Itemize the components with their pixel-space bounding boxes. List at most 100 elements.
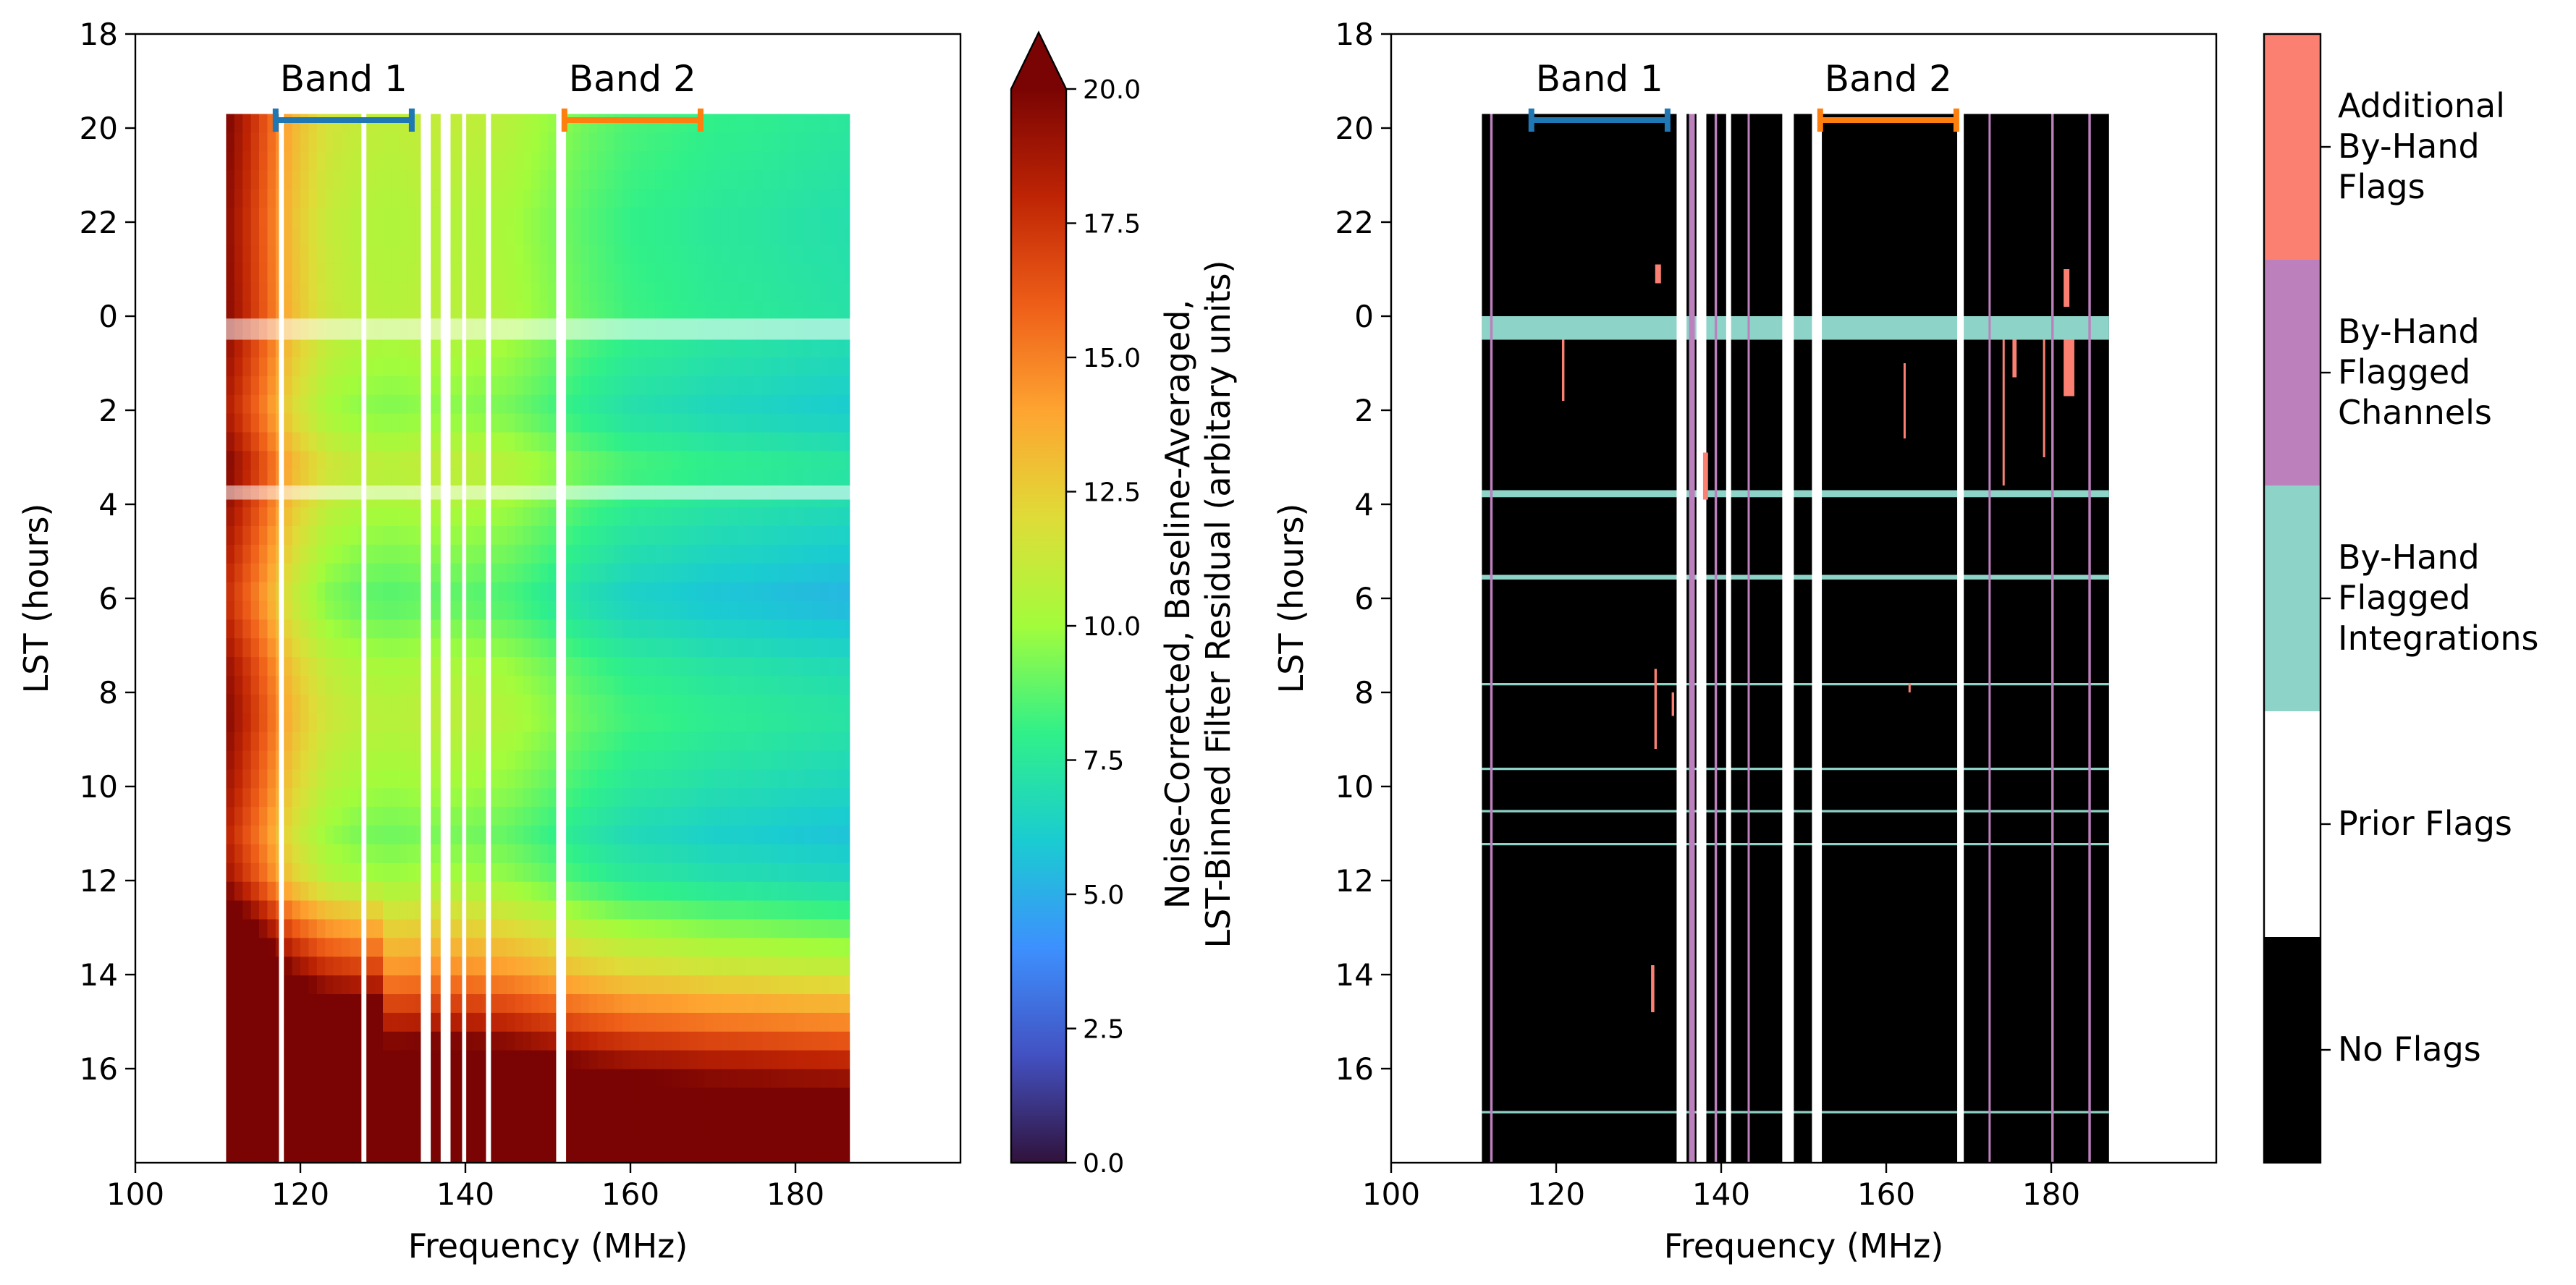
x-tick-label: 140: [1692, 1176, 1750, 1212]
heatmap-cell: [597, 601, 607, 620]
heatmap-cell: [523, 451, 532, 470]
heatmap-cell: [292, 694, 301, 714]
heatmap-cell: [242, 750, 252, 771]
heatmap-cell: [531, 132, 541, 152]
hand-flagged-integration: [1482, 768, 2109, 771]
heatmap-cell: [284, 132, 293, 152]
heatmap-cell: [762, 263, 772, 284]
heatmap-cell: [267, 413, 276, 433]
heatmap-cell: [663, 807, 672, 826]
heatmap-cell: [696, 432, 706, 452]
heatmap-cell: [573, 900, 582, 920]
heatmap-cell: [580, 245, 590, 265]
heatmap-cell: [234, 132, 243, 152]
heatmap-cell: [614, 694, 623, 714]
heatmap-cell: [523, 563, 532, 583]
heatmap-cell: [242, 357, 252, 377]
heatmap-cell: [638, 713, 648, 733]
heatmap-cell: [383, 994, 392, 1014]
heatmap-cell: [729, 619, 738, 639]
heatmap-cell: [746, 563, 755, 583]
hand-flagged-channel: [1988, 114, 1991, 1163]
heatmap-cell: [704, 451, 714, 470]
heatmap-cell: [473, 844, 483, 864]
heatmap-cell: [350, 394, 359, 415]
heatmap-cell: [770, 544, 780, 564]
heatmap-cell: [490, 413, 499, 433]
heatmap-cell: [308, 1069, 318, 1089]
heatmap-cell: [704, 919, 714, 938]
heatmap-cell: [597, 1069, 607, 1089]
heatmap-cell: [704, 601, 714, 620]
heatmap-cell: [646, 713, 656, 733]
heatmap-cell: [292, 1087, 301, 1107]
heatmap-cell: [762, 1012, 772, 1032]
heatmap-cell: [738, 282, 747, 302]
heatmap-cell: [539, 226, 549, 246]
heatmap-cell: [746, 676, 755, 695]
heatmap-cell: [374, 1031, 384, 1051]
heatmap-cell: [837, 601, 845, 620]
heatmap-cell: [473, 339, 483, 358]
heatmap-cell: [498, 713, 507, 733]
heatmap-cell: [333, 713, 342, 733]
heatmap-cell: [696, 282, 706, 302]
heatmap-cell: [573, 151, 582, 171]
heatmap-cell: [803, 1125, 813, 1145]
heatmap-cell: [242, 769, 252, 789]
heatmap-cell: [284, 114, 293, 133]
heatmap-cell: [539, 394, 549, 415]
heatmap-cell: [366, 807, 376, 826]
heatmap-cell: [548, 731, 557, 752]
heatmap-cell: [350, 900, 359, 920]
heatmap-cell: [672, 807, 680, 826]
heatmap-cell: [680, 432, 689, 452]
heatmap-cell: [597, 282, 607, 302]
heatmap-cell: [704, 957, 714, 976]
heatmap-cell: [366, 151, 376, 171]
heatmap-cell: [787, 357, 796, 377]
heatmap-cell: [638, 881, 648, 902]
heatmap-cell: [820, 713, 829, 733]
heatmap-cell: [680, 114, 689, 133]
heatmap-cell: [242, 413, 252, 433]
heatmap-cell: [292, 844, 301, 864]
heatmap-cell: [770, 601, 780, 620]
heatmap-cell: [333, 1087, 342, 1107]
heatmap-cell: [531, 451, 541, 470]
heatmap-cell: [342, 132, 350, 152]
heatmap-cell: [366, 339, 376, 358]
heatmap-cell: [597, 862, 607, 883]
heatmap-cell: [663, 470, 672, 489]
heatmap-cell: [646, 132, 656, 152]
heatmap-cell: [259, 694, 268, 714]
heatmap-cell: [663, 975, 672, 995]
heatmap-cell: [828, 1106, 837, 1126]
heatmap-cell: [316, 301, 326, 321]
y-tick-label: 22: [1335, 205, 1374, 240]
category-cells: [2264, 34, 2320, 1163]
heatmap-cell: [614, 132, 623, 152]
heatmap-cell: [259, 769, 268, 789]
heatmap-cell: [259, 676, 268, 695]
colorbar-tick-label: 17.5: [1083, 210, 1141, 239]
heatmap-cell: [539, 1087, 549, 1107]
heatmap-cell: [515, 713, 524, 733]
heatmap-cell: [366, 731, 376, 752]
heatmap-cell: [580, 207, 590, 227]
heatmap-cell: [754, 938, 763, 957]
heatmap-cell: [432, 713, 442, 733]
heatmap-cell: [507, 1031, 515, 1051]
heatmap-cell: [350, 413, 359, 433]
heatmap-cell: [250, 601, 260, 620]
heatmap-cell: [300, 544, 309, 564]
heatmap-cell: [655, 1087, 664, 1107]
heatmap-cell: [696, 226, 706, 246]
heatmap-cell: [762, 282, 772, 302]
heatmap-cell: [622, 1012, 631, 1032]
heatmap-cell: [383, 1012, 392, 1032]
heatmap-cell: [696, 657, 706, 677]
heatmap-cell: [746, 900, 755, 920]
heatmap-cell: [762, 226, 772, 246]
heatmap-cell: [564, 245, 573, 265]
